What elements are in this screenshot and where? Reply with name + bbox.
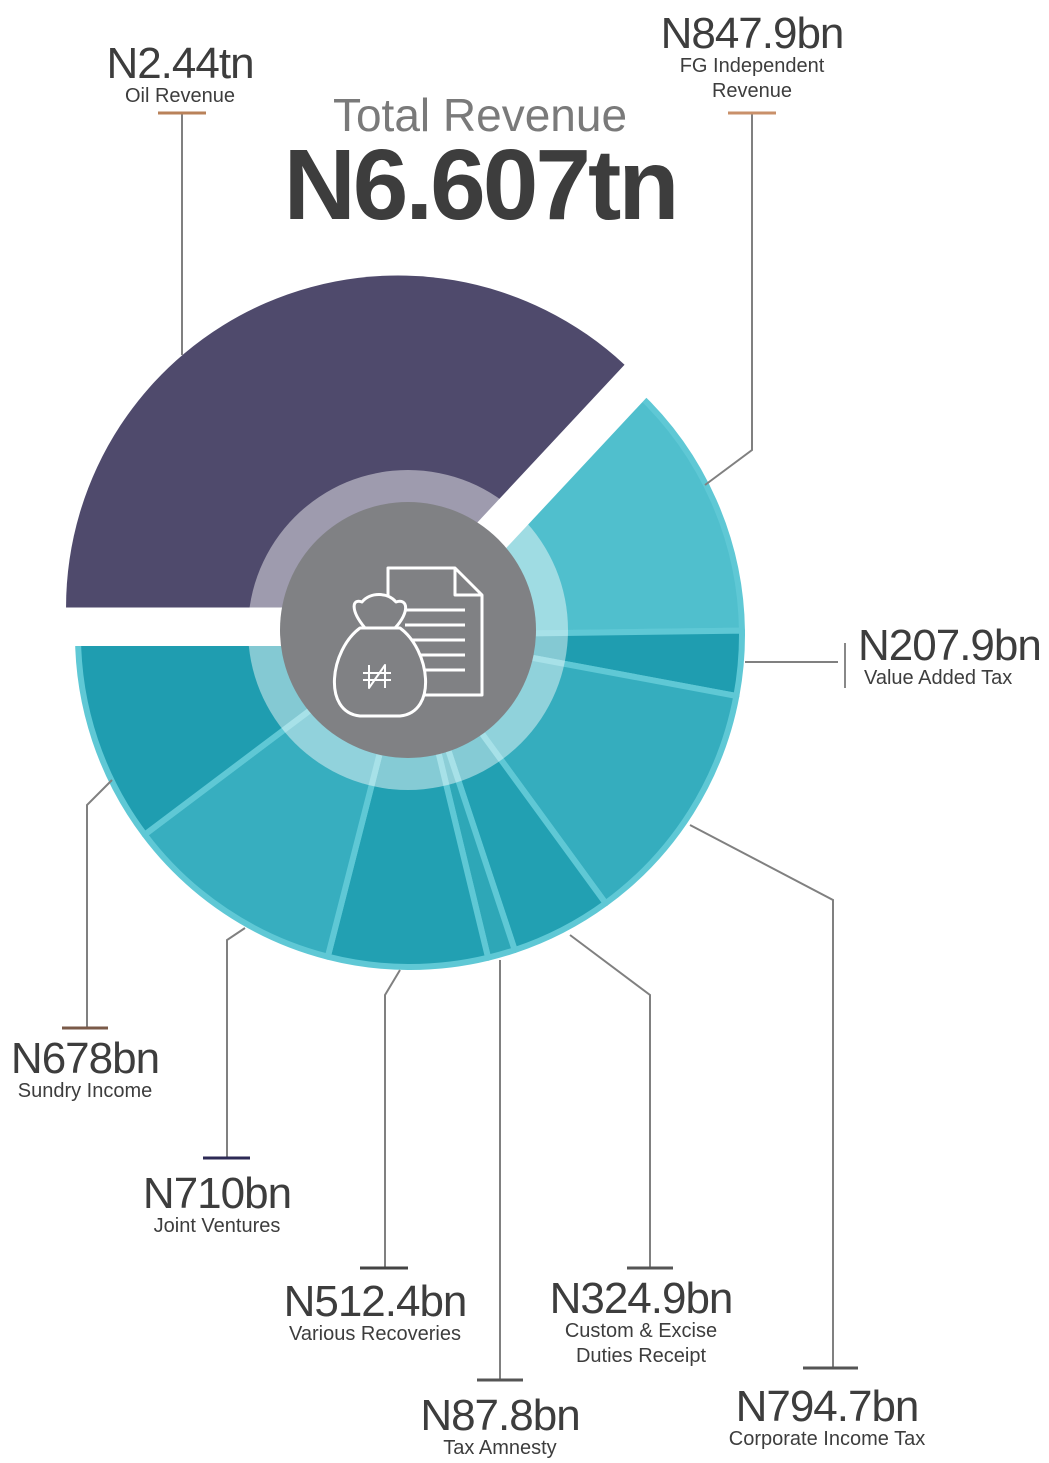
naira: [363, 664, 391, 689]
leader-line: [86, 779, 113, 1028]
leader-line: [689, 824, 834, 1368]
leader-line: [226, 927, 246, 1158]
category-label: Custom & Excise Duties Receipt: [564, 1320, 718, 1367]
leader-line: [384, 969, 401, 1268]
value-label: N324.9bn: [549, 1274, 734, 1323]
bag: [333, 593, 427, 718]
category-label: Sundry Income: [17, 1080, 153, 1102]
value-label: N207.9bn: [858, 621, 1042, 670]
pie-slice: [66, 275, 625, 608]
value-label: N794.7bn: [735, 1382, 920, 1431]
chart-subtitle: N6.607tn: [283, 129, 680, 241]
icon: [333, 566, 484, 718]
category-label: Joint Ventures: [153, 1215, 281, 1237]
chart-title: Total Revenue: [332, 89, 628, 141]
category-label: Tax Amnesty: [443, 1437, 557, 1459]
value-label: N2.44tn: [106, 39, 254, 88]
leader-line: [704, 113, 753, 486]
pie-slice: [324, 632, 492, 970]
value-label: N678bn: [10, 1034, 160, 1083]
category-label: Value Added Tax: [864, 667, 1013, 689]
category-label: Various Recoveries: [289, 1323, 461, 1345]
category-label: Oil Revenue: [124, 85, 236, 107]
category-label: FG Independent Revenue: [679, 55, 825, 102]
value-label: N512.4bn: [283, 1277, 468, 1326]
value-label: N847.9bn: [660, 9, 845, 58]
value-label: N710bn: [142, 1169, 292, 1218]
category-label: Corporate Income Tax: [728, 1428, 926, 1450]
value-label: N87.8bn: [420, 1391, 580, 1440]
leader-line: [569, 934, 651, 1268]
